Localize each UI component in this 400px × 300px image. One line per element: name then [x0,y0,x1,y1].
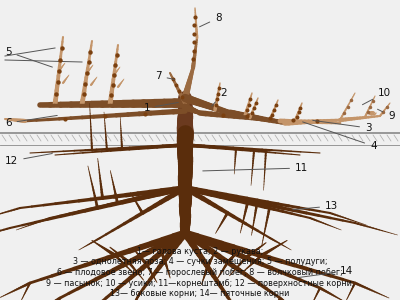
Text: 6 — плодовое звено; 7 — порослевый побег; 8 — волчковый побег;: 6 — плодовое звено; 7 — порослевый побег… [57,268,343,277]
Text: 4: 4 [303,122,377,151]
Text: 5: 5 [5,47,52,67]
Text: 8: 8 [200,13,222,27]
Text: 1: 1 [143,103,178,113]
Text: 10: 10 [362,88,391,105]
Text: 9 — пасынок; 10 — усики; 11—корнештамб; 12 — поверхностные корни;: 9 — пасынок; 10 — усики; 11—корнештамб; … [46,278,354,287]
Text: 13: 13 [293,201,338,211]
Text: 2: 2 [212,88,227,106]
Text: 14: 14 [298,266,353,278]
Text: 11: 11 [203,163,308,173]
Text: 7: 7 [155,71,174,81]
Text: 3: 3 [313,120,372,133]
Text: 13— боковые корни; 14— пяточные корни: 13— боковые корни; 14— пяточные корни [110,289,290,298]
Text: 9: 9 [378,109,395,121]
Text: 6: 6 [5,116,57,128]
Text: 12: 12 [5,154,52,166]
Text: 1— голова куста; 2 — рукава;: 1— голова куста; 2 — рукава; [137,247,263,256]
Text: 3 — однолетняя лоза; 4 — сучки замещения; 5 — полудуги;: 3 — однолетняя лоза; 4 — сучки замещения… [73,257,327,266]
